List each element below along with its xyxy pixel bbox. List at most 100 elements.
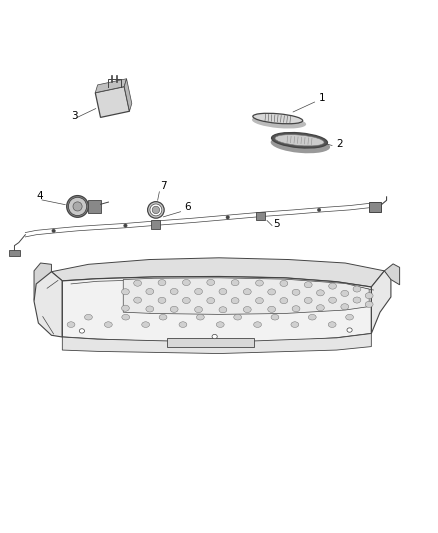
- FancyBboxPatch shape: [369, 202, 381, 212]
- Text: 7: 7: [160, 181, 167, 191]
- Ellipse shape: [52, 229, 55, 232]
- Ellipse shape: [146, 288, 154, 295]
- Polygon shape: [123, 278, 369, 314]
- FancyBboxPatch shape: [256, 212, 265, 220]
- Ellipse shape: [170, 306, 178, 312]
- Ellipse shape: [328, 322, 336, 327]
- Polygon shape: [62, 277, 371, 342]
- Polygon shape: [385, 264, 399, 285]
- Ellipse shape: [244, 306, 251, 312]
- Ellipse shape: [67, 196, 88, 217]
- Ellipse shape: [252, 116, 306, 128]
- Ellipse shape: [146, 306, 154, 312]
- Ellipse shape: [207, 297, 215, 304]
- Ellipse shape: [231, 297, 239, 304]
- Ellipse shape: [365, 293, 373, 298]
- Text: 5: 5: [273, 220, 280, 229]
- Ellipse shape: [150, 204, 162, 216]
- Ellipse shape: [212, 334, 217, 339]
- Ellipse shape: [271, 136, 330, 154]
- Ellipse shape: [353, 297, 361, 303]
- Ellipse shape: [341, 304, 349, 310]
- Ellipse shape: [67, 322, 75, 327]
- Ellipse shape: [219, 288, 227, 295]
- Ellipse shape: [268, 306, 276, 312]
- Text: 6: 6: [184, 202, 191, 212]
- Ellipse shape: [158, 280, 166, 286]
- Ellipse shape: [292, 289, 300, 295]
- Polygon shape: [95, 79, 127, 93]
- Bar: [167, 338, 254, 347]
- Ellipse shape: [317, 305, 324, 311]
- Ellipse shape: [328, 297, 336, 303]
- Ellipse shape: [142, 322, 149, 327]
- Ellipse shape: [347, 328, 352, 332]
- Ellipse shape: [196, 314, 204, 320]
- Polygon shape: [371, 271, 391, 334]
- Ellipse shape: [159, 314, 167, 320]
- Ellipse shape: [216, 322, 224, 327]
- Ellipse shape: [122, 314, 130, 320]
- Ellipse shape: [152, 206, 159, 214]
- Ellipse shape: [244, 289, 251, 295]
- Polygon shape: [124, 79, 132, 111]
- Polygon shape: [95, 86, 130, 117]
- Ellipse shape: [280, 297, 288, 304]
- Ellipse shape: [328, 283, 336, 289]
- FancyBboxPatch shape: [88, 200, 101, 213]
- Ellipse shape: [194, 306, 202, 313]
- Ellipse shape: [158, 297, 166, 303]
- Ellipse shape: [234, 314, 242, 320]
- Ellipse shape: [134, 280, 141, 286]
- Ellipse shape: [148, 201, 164, 218]
- Ellipse shape: [121, 305, 129, 311]
- Ellipse shape: [194, 288, 202, 295]
- Text: 3: 3: [71, 111, 78, 122]
- Ellipse shape: [231, 280, 239, 286]
- Polygon shape: [34, 272, 62, 337]
- Ellipse shape: [317, 290, 324, 296]
- Ellipse shape: [134, 297, 141, 303]
- Ellipse shape: [183, 297, 190, 303]
- Ellipse shape: [85, 314, 92, 320]
- Ellipse shape: [254, 322, 261, 327]
- Ellipse shape: [73, 202, 82, 211]
- Text: 1: 1: [319, 93, 326, 103]
- Ellipse shape: [308, 314, 316, 320]
- Ellipse shape: [268, 289, 276, 295]
- Ellipse shape: [346, 314, 353, 320]
- Ellipse shape: [121, 289, 129, 295]
- Ellipse shape: [226, 215, 230, 219]
- Text: 2: 2: [336, 139, 343, 149]
- Polygon shape: [62, 334, 371, 353]
- Ellipse shape: [280, 280, 288, 286]
- Ellipse shape: [68, 197, 87, 215]
- FancyBboxPatch shape: [151, 220, 160, 229]
- Ellipse shape: [318, 208, 321, 212]
- Ellipse shape: [365, 301, 373, 308]
- Text: 4: 4: [36, 191, 43, 200]
- Ellipse shape: [271, 314, 279, 320]
- Ellipse shape: [275, 135, 324, 146]
- Ellipse shape: [292, 306, 300, 312]
- Ellipse shape: [207, 279, 215, 286]
- Ellipse shape: [353, 286, 361, 292]
- Polygon shape: [34, 263, 51, 301]
- FancyBboxPatch shape: [9, 249, 20, 256]
- Ellipse shape: [304, 297, 312, 303]
- Polygon shape: [51, 258, 385, 287]
- Ellipse shape: [179, 322, 187, 327]
- Ellipse shape: [124, 224, 127, 228]
- Ellipse shape: [79, 329, 85, 333]
- Ellipse shape: [341, 290, 349, 296]
- Ellipse shape: [291, 322, 299, 327]
- Ellipse shape: [272, 133, 328, 148]
- Ellipse shape: [304, 282, 312, 288]
- Ellipse shape: [183, 279, 190, 286]
- Ellipse shape: [255, 280, 263, 286]
- Ellipse shape: [104, 322, 112, 327]
- Ellipse shape: [170, 288, 178, 295]
- Ellipse shape: [219, 306, 227, 313]
- Ellipse shape: [253, 114, 303, 124]
- Ellipse shape: [255, 297, 263, 304]
